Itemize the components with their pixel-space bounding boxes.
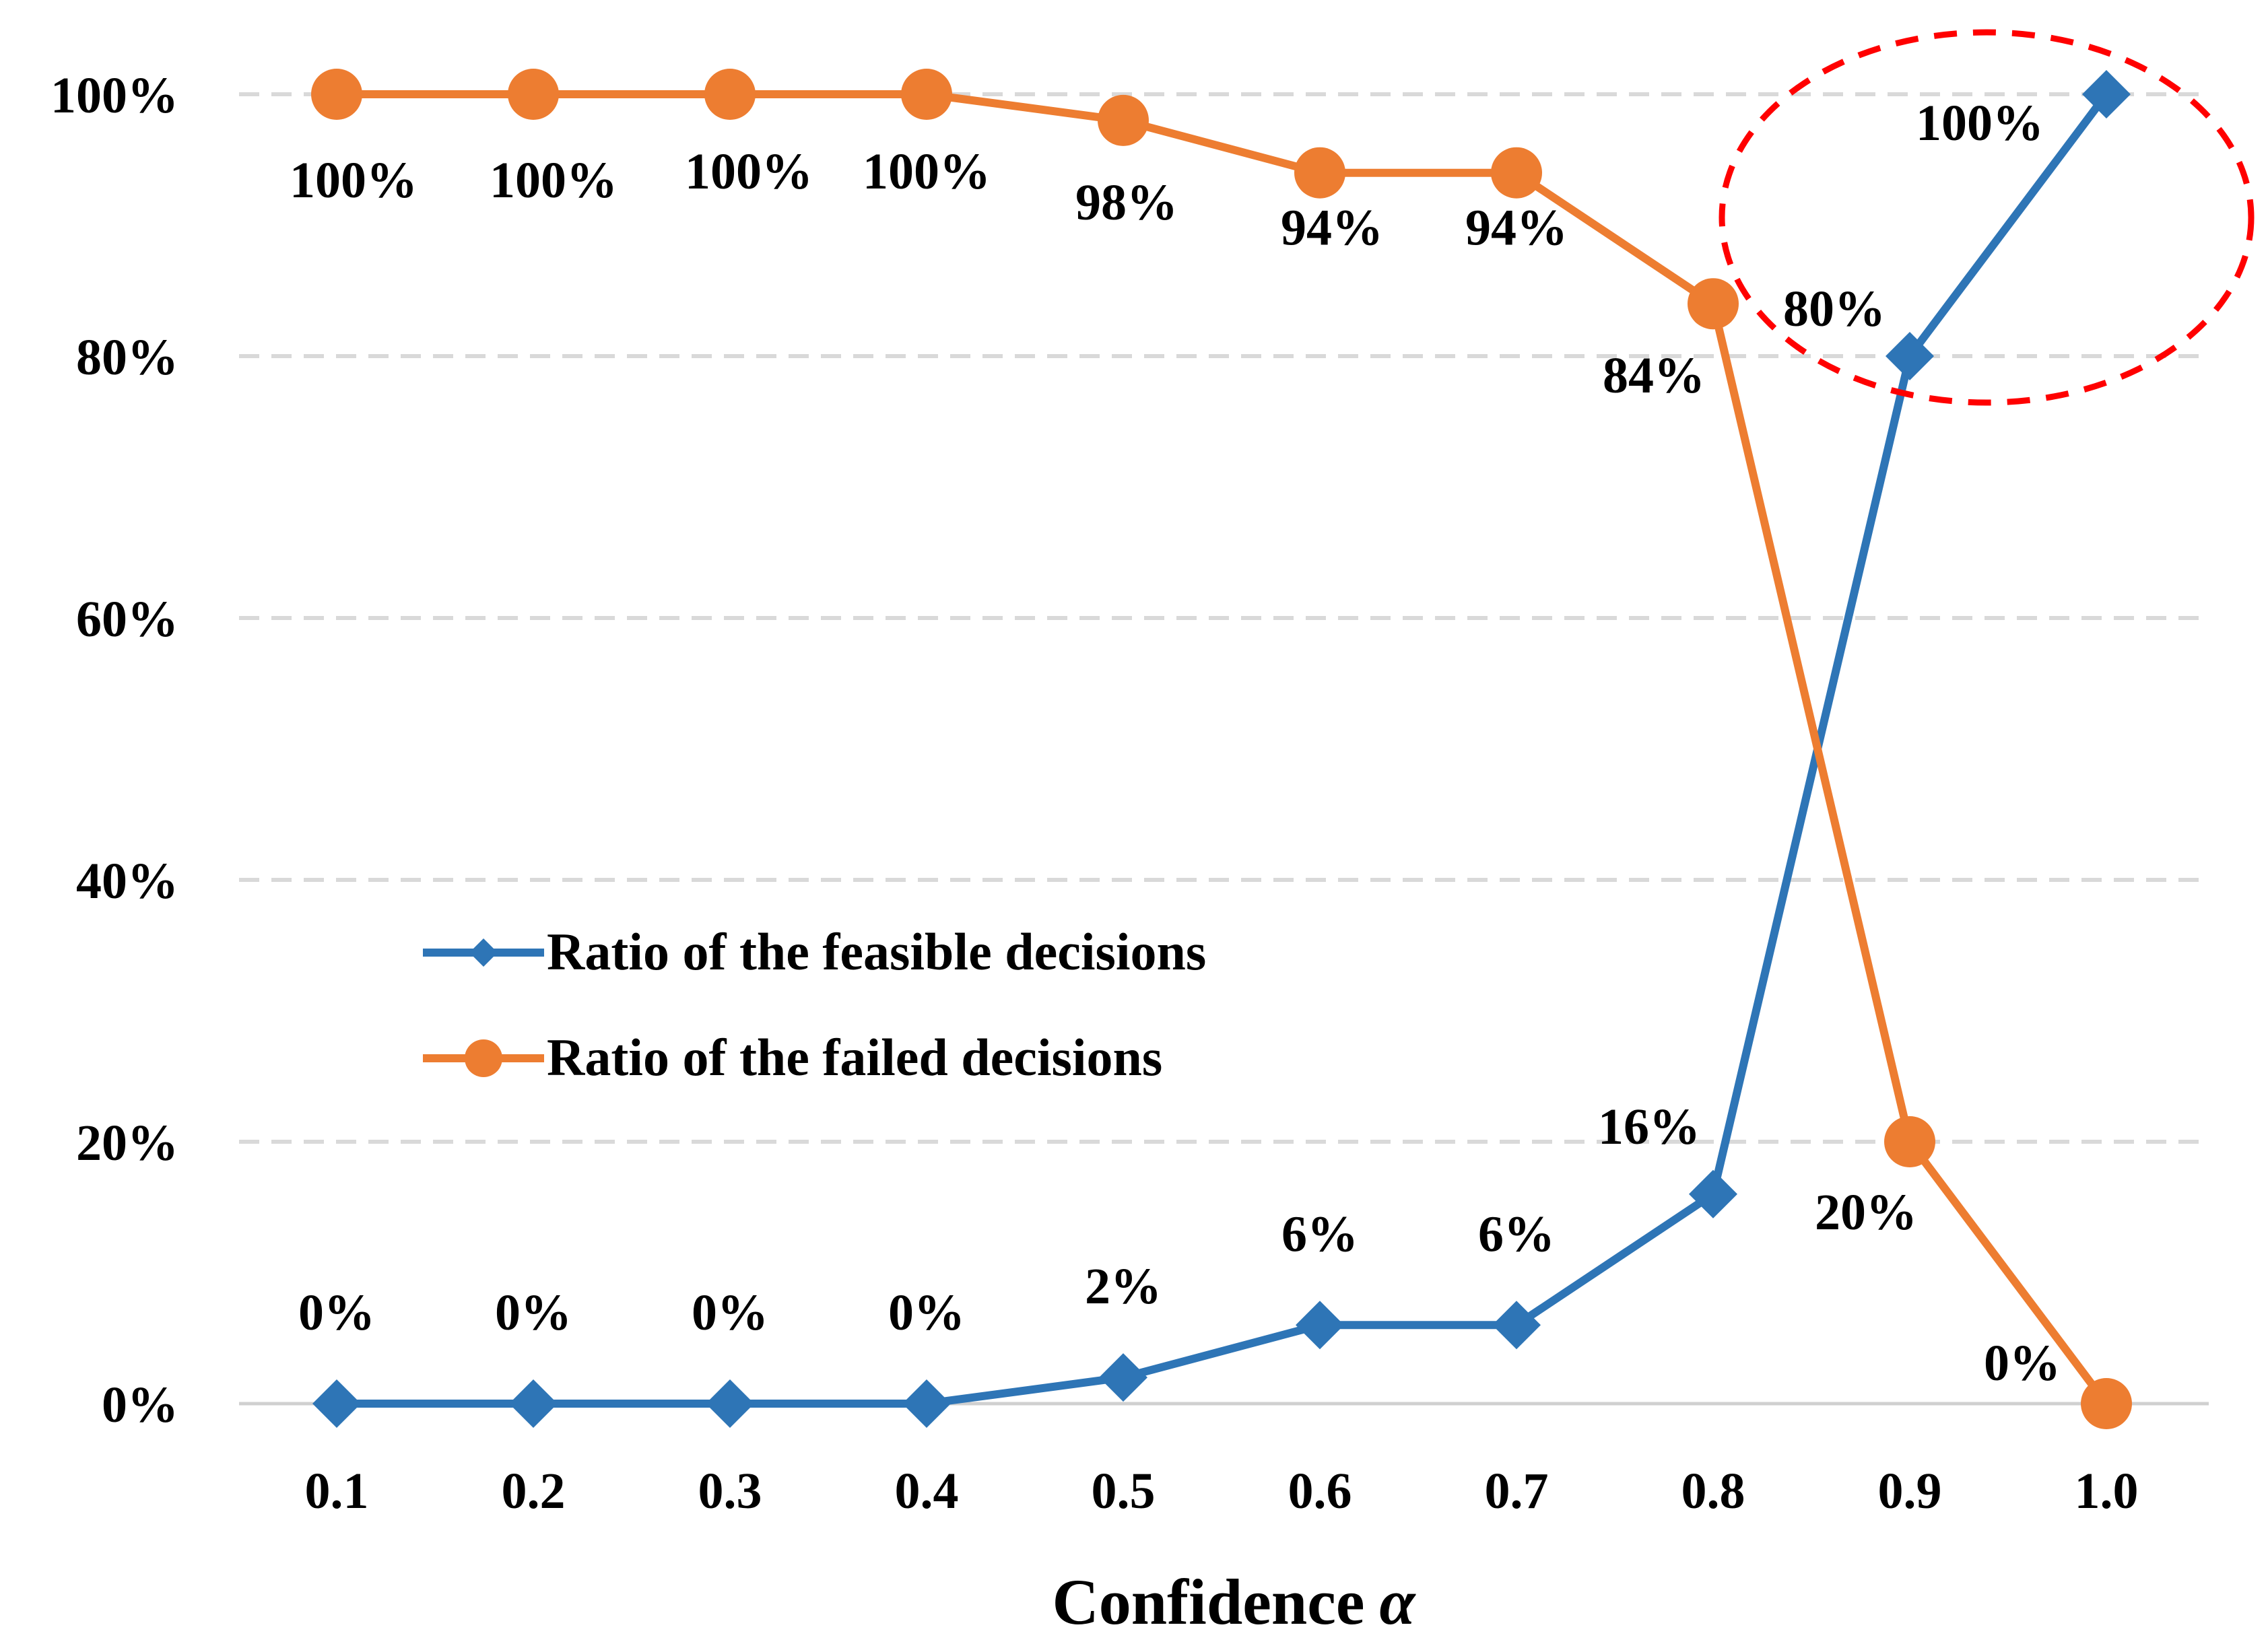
data-label-failed: 100% (863, 143, 991, 200)
y-tick-label: 40% (76, 853, 178, 909)
y-tick-label: 20% (76, 1115, 178, 1171)
data-point-failed (901, 69, 952, 120)
x-axis-ticks: 0.1 0.2 0.3 0.4 0.5 0.6 0.7 0.8 0.9 1.0 (305, 1463, 2139, 1519)
data-point-failed (704, 69, 756, 120)
data-point-failed (1884, 1116, 1935, 1167)
data-point-failed (1294, 147, 1345, 199)
x-tick-label: 0.4 (895, 1463, 959, 1519)
data-label-feasible: 6% (1478, 1206, 1555, 1262)
y-axis-ticks: 0% 20% 40% 60% 80% 100% (51, 67, 178, 1433)
data-label-failed: 100% (290, 152, 418, 209)
x-tick-label: 1.0 (2075, 1463, 2139, 1519)
x-tick-label: 0.7 (1485, 1463, 1549, 1519)
x-tick-label: 0.8 (1681, 1463, 1745, 1519)
y-tick-label: 80% (76, 329, 178, 386)
x-tick-label: 0.9 (1878, 1463, 1942, 1519)
y-tick-label: 100% (51, 67, 178, 124)
data-label-feasible: 100% (1916, 95, 2044, 151)
x-tick-label: 0.5 (1092, 1463, 1156, 1519)
legend-circle-marker (465, 1039, 502, 1077)
data-point-feasible (1689, 1169, 1737, 1218)
legend-label-feasible: Ratio of the feasible decisions (547, 922, 1206, 981)
data-point-feasible (902, 1379, 951, 1428)
legend-diamond-marker (469, 938, 498, 967)
data-label-failed: 100% (490, 152, 618, 209)
x-tick-label: 0.2 (502, 1463, 566, 1519)
data-label-feasible: 0% (888, 1284, 965, 1341)
gridlines (239, 92, 2209, 1144)
data-label-failed: 94% (1465, 200, 1568, 256)
data-label-feasible: 16% (1598, 1099, 1700, 1155)
data-label-feasible: 0% (298, 1284, 375, 1341)
series-line-feasible (337, 92, 2110, 1408)
x-tick-label: 0.3 (698, 1463, 762, 1519)
data-label-failed: 94% (1281, 200, 1383, 256)
data-label-feasible: 2% (1085, 1258, 1162, 1315)
data-point-failed (1688, 278, 1739, 330)
data-point-feasible (1886, 332, 1934, 380)
data-point-feasible (509, 1379, 558, 1428)
legend-item-feasible: Ratio of the feasible decisions (423, 922, 1206, 981)
highlight-ellipse (1719, 29, 2255, 406)
x-axis-title-symbol: α (1379, 1566, 1416, 1638)
series-line-failed (337, 90, 2110, 1406)
data-point-feasible (1492, 1301, 1541, 1350)
data-point-feasible (1099, 1353, 1147, 1402)
x-axis-title-text: Confidence (1052, 1566, 1364, 1638)
data-label-feasible: 0% (495, 1284, 572, 1341)
x-axis-title: Confidence α (1052, 1566, 1416, 1638)
legend-label-failed: Ratio of the failed decisions (547, 1028, 1162, 1087)
legend-item-failed: Ratio of the failed decisions (423, 1028, 1162, 1087)
y-tick-label: 0% (102, 1377, 178, 1433)
data-label-feasible: 80% (1783, 281, 1886, 337)
x-tick-label: 0.1 (305, 1463, 369, 1519)
data-point-feasible (706, 1379, 754, 1428)
data-label-feasible: 6% (1281, 1206, 1358, 1262)
data-label-failed: 100% (685, 143, 813, 200)
data-label-failed: 20% (1815, 1184, 1917, 1241)
data-point-failed (2081, 1378, 2132, 1429)
data-point-feasible (2082, 70, 2131, 118)
data-label-failed: 98% (1075, 174, 1178, 231)
data-point-failed (1491, 147, 1542, 199)
data-label-feasible: 0% (692, 1284, 768, 1341)
series-group (311, 69, 2132, 1429)
y-tick-label: 60% (76, 591, 178, 648)
data-point-feasible (312, 1379, 361, 1428)
data-point-failed (1098, 94, 1149, 146)
data-label-failed: 84% (1603, 347, 1705, 404)
legend: Ratio of the feasible decisions Ratio of… (423, 922, 1206, 1087)
data-labels: 0% 0% 0% 0% 2% 6% 6% 16% 80% 100% 100% 100% 100% 100%… (290, 95, 2061, 1392)
data-point-feasible (1296, 1301, 1344, 1350)
data-label-failed: 0% (1984, 1335, 2061, 1392)
x-tick-label: 0.6 (1288, 1463, 1352, 1519)
data-point-failed (508, 69, 559, 120)
data-point-failed (311, 69, 362, 120)
